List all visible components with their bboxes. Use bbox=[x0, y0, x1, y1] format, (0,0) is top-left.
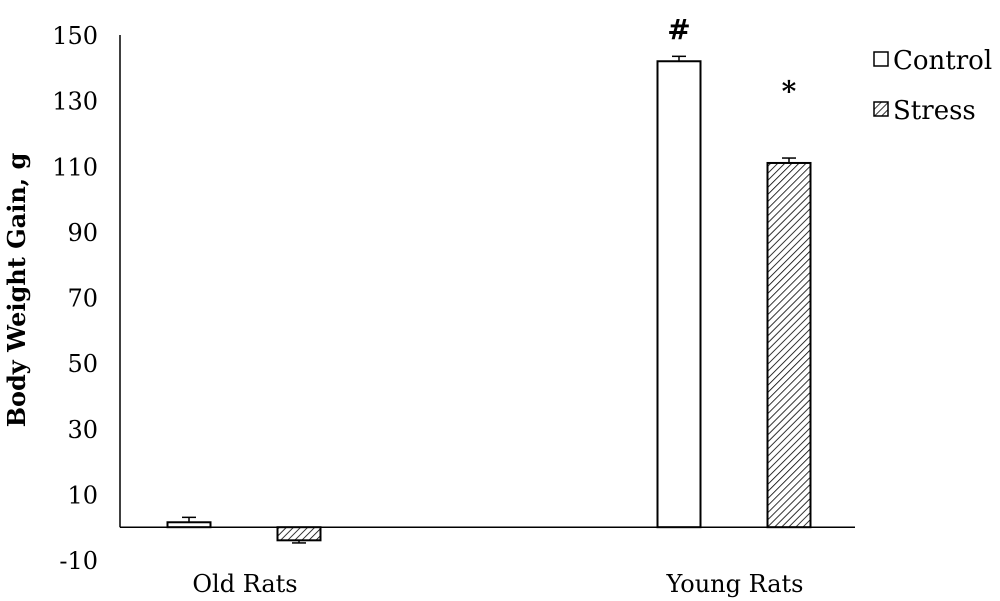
y-tick-label: -10 bbox=[59, 547, 98, 575]
legend-label-control: Control bbox=[893, 46, 992, 76]
y-tick-label: 110 bbox=[52, 153, 98, 181]
y-tick-label: 70 bbox=[67, 285, 98, 313]
bar-control-young-rats bbox=[656, 60, 702, 529]
significance-marker: # bbox=[667, 13, 690, 46]
y-axis-label: Body Weight Gain, g bbox=[2, 153, 31, 428]
x-tick-label: Old Rats bbox=[192, 570, 297, 598]
legend-swatch-stress bbox=[873, 101, 889, 117]
bar-control-old-rats bbox=[166, 521, 212, 529]
legend-swatch-control bbox=[873, 51, 889, 67]
bar-stress-young-rats bbox=[766, 161, 812, 529]
significance-marker: * bbox=[782, 75, 797, 108]
bar-stress-old-rats bbox=[276, 526, 322, 542]
legend-label-stress: Stress bbox=[893, 96, 976, 126]
y-axis: 150 130 110 90 70 50 30 10 -10 bbox=[52, 22, 121, 575]
y-tick-label: 90 bbox=[67, 219, 98, 247]
annotations: #* bbox=[667, 13, 796, 108]
y-tick-label: 150 bbox=[52, 22, 98, 50]
x-axis: Old Rats Young Rats bbox=[120, 526, 855, 598]
y-tick-label: 10 bbox=[67, 481, 98, 509]
y-tick-label: 130 bbox=[52, 88, 98, 116]
bars bbox=[166, 55, 812, 544]
legend: Control Stress bbox=[873, 46, 992, 126]
y-tick-label: 50 bbox=[67, 350, 98, 378]
x-tick-label: Young Rats bbox=[665, 570, 803, 598]
y-tick-label: 30 bbox=[67, 416, 98, 444]
